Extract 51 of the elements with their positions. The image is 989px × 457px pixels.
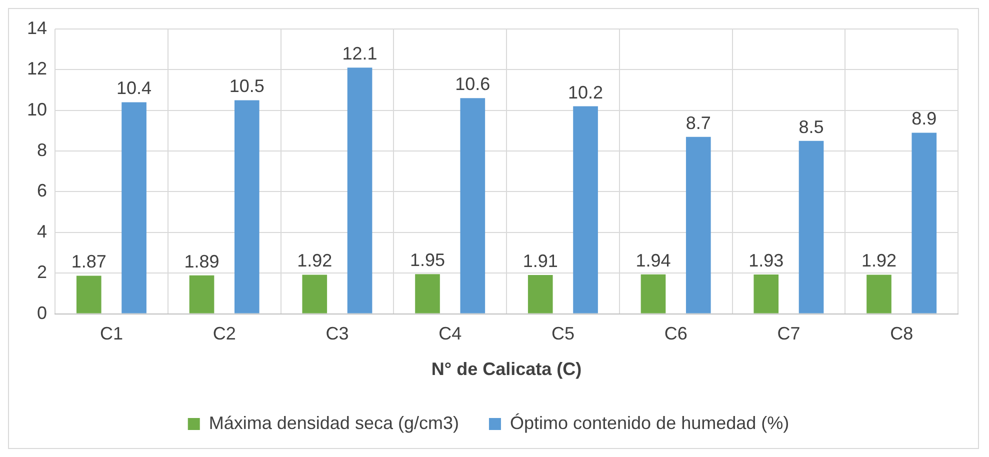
data-label: 1.91 bbox=[522, 250, 558, 271]
data-label: 1.95 bbox=[410, 250, 446, 270]
x-tick-label: C5 bbox=[551, 324, 574, 344]
data-label: 10.5 bbox=[229, 76, 264, 96]
x-tick-label: C1 bbox=[100, 324, 123, 344]
bar bbox=[122, 102, 146, 314]
legend-label: Óptimo contenido de humedad (%) bbox=[510, 412, 790, 433]
y-tick-label: 8 bbox=[37, 140, 48, 160]
x-tick-label: C3 bbox=[326, 324, 349, 344]
bar bbox=[76, 276, 102, 314]
bar bbox=[798, 140, 824, 314]
y-tick-label: 4 bbox=[37, 221, 48, 242]
x-tick-label: C8 bbox=[890, 324, 914, 344]
data-label: 8.9 bbox=[912, 108, 937, 129]
data-label: 1.92 bbox=[297, 250, 332, 271]
y-tick-label: 14 bbox=[26, 18, 48, 38]
y-tick-label: 0 bbox=[37, 302, 48, 323]
x-tick-label: C6 bbox=[664, 324, 688, 344]
bar bbox=[866, 274, 892, 314]
bar bbox=[686, 136, 711, 314]
y-tick-label: 10 bbox=[26, 99, 48, 120]
bar bbox=[528, 274, 553, 314]
bar bbox=[234, 100, 260, 314]
data-label: 1.94 bbox=[636, 250, 671, 270]
data-label: 1.92 bbox=[861, 250, 897, 271]
bar bbox=[415, 274, 440, 314]
bar bbox=[189, 275, 214, 314]
y-tick-label: 12 bbox=[26, 58, 48, 79]
data-label: 10.4 bbox=[116, 78, 152, 98]
data-label: 10.2 bbox=[568, 82, 604, 102]
x-tick-label: C7 bbox=[777, 324, 800, 344]
bar bbox=[460, 98, 486, 314]
bar bbox=[912, 132, 937, 314]
y-tick-label: 6 bbox=[37, 180, 48, 201]
bar bbox=[754, 274, 779, 314]
data-label: 1.93 bbox=[748, 250, 784, 271]
data-label: 12.1 bbox=[342, 44, 378, 64]
x-tick-label: C4 bbox=[438, 324, 462, 344]
legend-label: Máxima densidad seca (g/cm3) bbox=[208, 412, 459, 433]
data-label: 10.6 bbox=[455, 74, 490, 94]
bar bbox=[347, 68, 372, 314]
data-label: 1.89 bbox=[184, 251, 220, 272]
y-tick-label: 2 bbox=[37, 262, 48, 282]
bar bbox=[573, 106, 598, 314]
x-axis-title: N° de Calicata (C) bbox=[431, 359, 582, 380]
x-tick-label: C2 bbox=[212, 324, 236, 344]
data-label: 8.5 bbox=[798, 116, 824, 137]
bar bbox=[640, 274, 666, 314]
bar bbox=[302, 274, 328, 314]
data-label: 1.87 bbox=[71, 252, 106, 272]
data-label: 8.7 bbox=[686, 112, 711, 133]
